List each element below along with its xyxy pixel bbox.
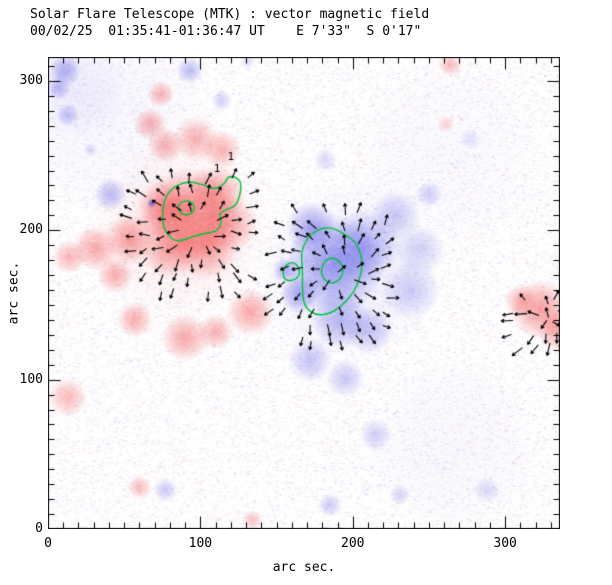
x-axis-label: arc sec. xyxy=(272,560,336,575)
x-tick-label: 0 xyxy=(44,536,52,551)
plot-title: Solar Flare Telescope (MTK) : vector mag… xyxy=(30,7,430,22)
y-tick-label: 100 xyxy=(19,371,43,387)
x-tick-label: 100 xyxy=(188,536,213,551)
plot-subtitle: 00/02/25 01:35:41-01:36:47 UT E 7'33" S … xyxy=(30,24,422,39)
y-tick-label: 200 xyxy=(19,222,43,238)
magnetogram-canvas xyxy=(48,57,560,529)
y-tick-label: 300 xyxy=(19,72,43,88)
x-tick-label: 200 xyxy=(341,536,365,551)
x-tick-label: 300 xyxy=(493,536,517,551)
y-axis-label: arc sec. xyxy=(6,261,22,325)
y-tick-label: 0 xyxy=(35,521,43,536)
